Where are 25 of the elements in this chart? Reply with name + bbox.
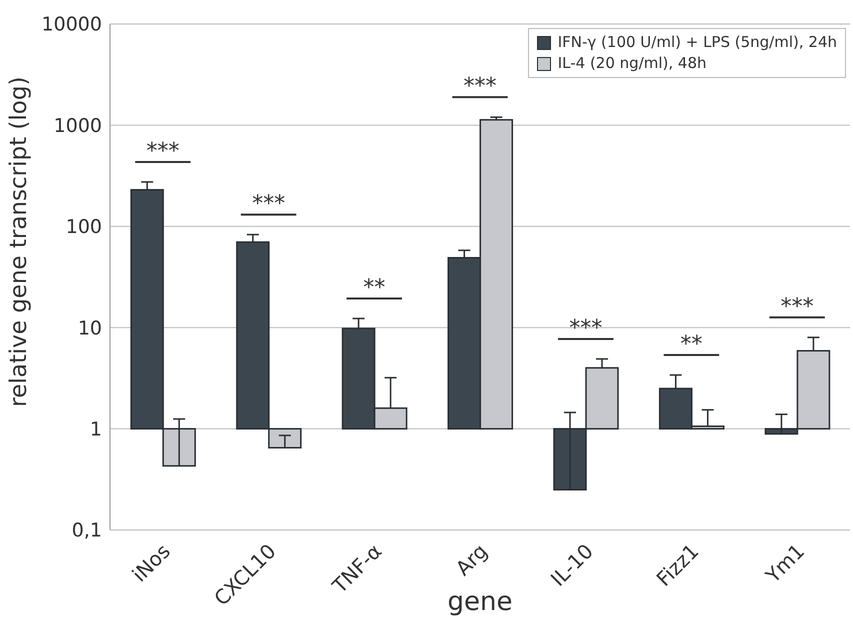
significance-bracket: ** [346, 276, 402, 300]
x-tick-label: Arg [450, 539, 492, 580]
significance-bracket: *** [769, 294, 825, 320]
significance-bracket: *** [240, 192, 296, 217]
y-tick-label: 10 [78, 317, 102, 340]
y-tick-label: 100 [66, 216, 102, 238]
y-tick-label: 10000 [42, 14, 102, 36]
significance-bracket: *** [558, 316, 614, 341]
y-tick-label: 0,1 [72, 520, 102, 542]
annotation: *** [569, 316, 602, 341]
y-tick-label: 1000 [54, 114, 102, 137]
significance-bracket: *** [452, 74, 508, 100]
legend-label: IFN-γ (100 U/ml) + LPS (5ng/ml), 24h [558, 32, 837, 53]
annotation: ** [680, 332, 702, 358]
y-tick-label: 1 [90, 418, 102, 441]
annotation: *** [146, 138, 180, 164]
significance-bracket: *** [135, 138, 191, 164]
x-axis-title: gene [448, 587, 512, 617]
annotation: *** [780, 294, 814, 320]
legend-label: IL-4 (20 ng/ml), 48h [558, 53, 707, 74]
annotation: ** [363, 276, 386, 300]
significance-bracket: ** [664, 332, 720, 358]
y-axis-title: relative gene transcript (log) [6, 76, 32, 407]
annotation: *** [464, 74, 496, 100]
annotation: *** [252, 192, 286, 217]
